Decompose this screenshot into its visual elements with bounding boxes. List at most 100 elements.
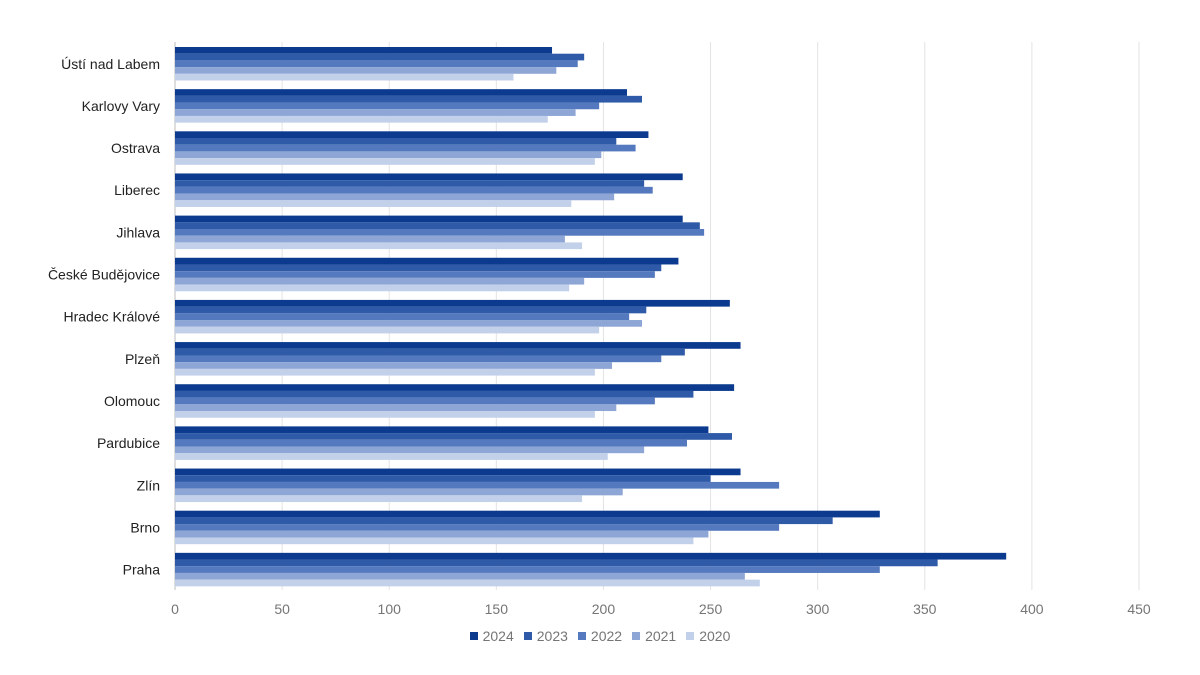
bar-2023 [175,390,694,398]
bar-2024 [175,384,735,391]
legend-item: 2023 [523,628,568,644]
bar-2021 [175,151,602,159]
bar-2020 [175,326,600,334]
bar-2023 [175,222,700,230]
bar-2023 [175,348,685,356]
bar-2022 [175,313,630,321]
bar-2022 [175,566,880,573]
bar-2024 [175,173,683,181]
bar-2023 [175,433,732,440]
bar-2023 [175,95,643,103]
bar-2021 [175,446,645,454]
x-tick-label: 100 [378,601,402,617]
x-tick-label: 300 [806,601,830,617]
bar-2021 [175,67,557,74]
x-tick-label: 250 [699,601,723,617]
bar-2021 [175,362,613,369]
bar-2023 [175,475,711,482]
bar-2023 [175,53,585,61]
bar-2024 [175,510,880,518]
x-tick-label: 200 [592,601,616,617]
bar-2020 [175,579,760,587]
legend-label: 2021 [645,628,677,644]
bar-2020 [175,73,514,81]
bar-2020 [175,158,595,165]
x-tick-label: 0 [171,601,179,617]
bar-2022 [175,60,578,68]
bar-2022 [175,481,780,489]
legend-label: 2020 [699,628,731,644]
legend-item: 2021 [632,628,676,644]
bar-2022 [175,102,600,110]
bar-2023 [175,306,647,314]
category-label: Ostrava [111,140,160,156]
bar-2022 [175,524,780,531]
x-tick-label: 50 [274,601,290,617]
legend-label: 2023 [536,628,568,644]
legend-item: 2024 [469,628,514,644]
legend: 2024 2023 2022 2021 2020 [0,628,1200,644]
bar-2024 [175,257,679,265]
bar-2022 [175,144,636,152]
bar-2024 [175,426,709,434]
bar-2022 [175,271,655,278]
bar-2024 [175,552,1007,560]
bar-2023 [175,264,662,272]
x-tick-label: 350 [913,601,937,617]
legend-item: 2022 [577,628,623,644]
bar-2021 [175,109,576,116]
bar-2024 [175,299,730,307]
x-tick-label: 150 [485,601,509,617]
bar-2023 [175,559,938,567]
legend-swatch [577,632,586,640]
bar-2020 [175,284,570,292]
x-tick-label: 400 [1020,601,1044,617]
category-label: České Budějovice [48,267,160,283]
category-label: Praha [123,562,161,578]
x-tick-labels: 0 50 100 150 200 250 300 350 400 450 [171,601,1151,617]
bar-2021 [175,277,585,285]
bar-2023 [175,180,645,187]
bar-2022 [175,439,687,447]
bar-2020 [175,200,572,207]
bar-2022 [175,186,653,194]
legend-swatch [686,632,695,640]
bars [175,47,1007,587]
category-label: Pardubice [97,435,160,451]
bar-2024 [175,47,553,54]
bar-2023 [175,138,617,145]
bar-2023 [175,517,833,525]
bar-2022 [175,397,655,405]
category-label: Zlín [137,477,160,493]
category-label: Hradec Králové [64,309,161,325]
bar-2022 [175,229,705,236]
bar-2024 [175,468,741,476]
category-label: Olomouc [104,393,160,409]
category-label: Jihlava [116,224,160,240]
legend-swatch [469,632,478,640]
category-label: Ústí nad Labem [61,56,160,72]
category-label: Karlovy Vary [82,98,160,114]
bar-2021 [175,572,745,580]
legend-swatch [632,632,641,640]
bar-2020 [175,242,583,250]
bar-2024 [175,342,741,349]
category-label: Brno [130,519,160,535]
bar-2020 [175,495,583,503]
bar-2020 [175,537,694,545]
category-labels: Ústí nad Labem Karlovy Vary Ostrava Liberec… [48,56,160,578]
bar-2024 [175,89,628,96]
legend-item: 2020 [686,628,730,644]
bar-2021 [175,193,615,201]
legend-label: 2022 [590,628,623,644]
bar-2021 [175,320,643,327]
bar-2021 [175,404,617,412]
category-label: Plzeň [125,351,160,367]
bar-2021 [175,488,623,496]
bar-2020 [175,368,595,376]
bar-2020 [175,411,595,418]
bar-2024 [175,215,683,223]
bar-2020 [175,453,608,460]
bar-2021 [175,235,565,243]
